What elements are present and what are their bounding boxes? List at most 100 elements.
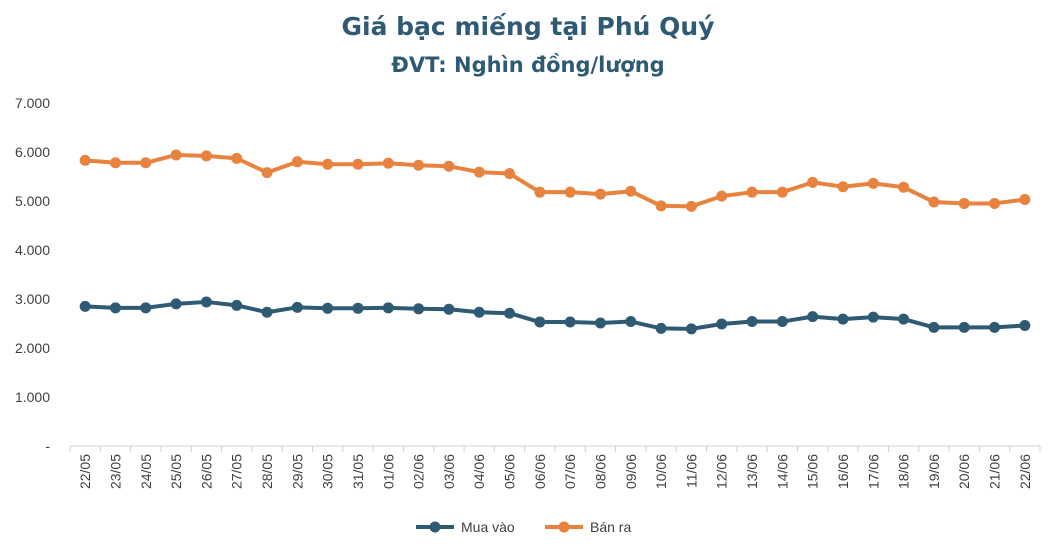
data-point <box>291 156 303 168</box>
x-tick-label: 01/06 <box>380 454 396 489</box>
legend-item: Mua vào <box>416 519 515 535</box>
x-tick-label: 22/06 <box>1017 454 1033 489</box>
data-point <box>807 311 819 323</box>
data-point <box>534 316 546 328</box>
data-point <box>928 321 940 333</box>
x-tick-label: 26/05 <box>198 454 214 489</box>
data-point <box>958 321 970 333</box>
data-point <box>1019 194 1031 206</box>
x-tick-label: 30/05 <box>320 454 336 489</box>
data-point <box>322 158 334 170</box>
y-tick-label: 2.000 <box>15 340 50 356</box>
data-point <box>746 316 758 328</box>
x-tick-label: 22/05 <box>77 454 93 489</box>
data-point <box>109 157 121 169</box>
series-line <box>85 299 1025 331</box>
data-point <box>594 317 606 329</box>
data-point <box>443 160 455 172</box>
data-point <box>1019 319 1031 331</box>
x-tick-label: 13/06 <box>744 454 760 489</box>
x-tick-label: 05/06 <box>502 454 518 489</box>
data-point <box>685 323 697 335</box>
x-tick-label: 10/06 <box>653 454 669 489</box>
chart-subtitle: ĐVT: Nghìn đồng/lượng <box>391 53 664 77</box>
data-point <box>231 299 243 311</box>
data-point <box>989 321 1001 333</box>
x-tick-label: 16/06 <box>835 454 851 489</box>
data-point <box>655 200 667 212</box>
data-point <box>716 190 728 202</box>
legend-label: Bán ra <box>590 519 631 535</box>
data-point <box>79 154 91 166</box>
data-point <box>140 302 152 314</box>
x-tick-label: 25/05 <box>168 454 184 489</box>
data-point <box>958 197 970 209</box>
data-point <box>140 157 152 169</box>
x-axis: 22/05 23/05 24/05 25/05 26/05 27/05 28/05 29/05… <box>69 445 1041 489</box>
data-point <box>655 322 667 334</box>
series-line <box>84 152 1026 209</box>
x-tick-label: 27/05 <box>229 454 245 489</box>
x-tick-label: 23/05 <box>107 454 123 489</box>
x-tick-label: 21/06 <box>987 454 1003 489</box>
data-point <box>352 302 364 314</box>
x-tick-label: 07/06 <box>562 454 578 489</box>
x-tick-label: 12/06 <box>714 454 730 489</box>
x-tick-label: 18/06 <box>896 454 912 489</box>
data-point <box>170 149 182 161</box>
y-tick-label: 3.000 <box>15 291 50 307</box>
data-point <box>989 197 1001 209</box>
x-tick-label: 14/06 <box>774 454 790 489</box>
data-point <box>716 318 728 330</box>
data-point <box>504 168 516 180</box>
data-point <box>443 303 455 315</box>
y-tick-label: - <box>45 438 50 454</box>
data-point <box>867 177 879 189</box>
x-tick-label: 08/06 <box>592 454 608 489</box>
y-tick-label: 1.000 <box>15 389 50 405</box>
y-tick-label: 6.000 <box>15 144 50 160</box>
x-tick-label: 09/06 <box>623 454 639 489</box>
x-tick-label: 04/06 <box>471 454 487 489</box>
data-point <box>504 307 516 319</box>
data-point <box>837 181 849 193</box>
data-point <box>322 302 334 314</box>
legend-swatch-marker <box>429 521 441 533</box>
data-point <box>625 185 637 197</box>
data-point <box>473 306 485 318</box>
data-point <box>231 152 243 164</box>
x-tick-label: 19/06 <box>926 454 942 489</box>
data-point <box>867 311 879 323</box>
data-point <box>534 186 546 198</box>
data-point <box>473 166 485 178</box>
data-point <box>746 186 758 198</box>
data-point <box>898 313 910 325</box>
x-tick-label: 17/06 <box>865 454 881 489</box>
y-axis-ticks: - 1.000 2.000 3.000 4.000 5.000 6.000 7.000 <box>15 95 50 454</box>
data-point <box>382 302 394 314</box>
data-point <box>776 186 788 198</box>
x-tick-label: 11/06 <box>683 454 699 488</box>
x-tick-label: 02/06 <box>411 454 427 489</box>
x-tick-label: 28/05 <box>259 454 275 489</box>
y-tick-label: 5.000 <box>15 193 50 209</box>
x-tick-label: 15/06 <box>805 454 821 489</box>
x-tick-label: 20/06 <box>956 454 972 489</box>
data-point <box>170 298 182 310</box>
y-tick-label: 4.000 <box>15 242 50 258</box>
x-tick-label: 03/06 <box>441 454 457 489</box>
data-point <box>261 167 273 179</box>
data-point <box>413 303 425 315</box>
legend-item: Bán ra <box>545 519 631 535</box>
y-tick-label: 7.000 <box>15 95 50 111</box>
data-point <box>109 302 121 314</box>
legend: Mua vào Bán ra <box>416 519 631 535</box>
series-ban-ra <box>79 149 1031 212</box>
series-layer <box>79 149 1031 335</box>
data-point <box>594 188 606 200</box>
data-point <box>685 200 697 212</box>
data-point <box>776 316 788 328</box>
data-point <box>625 316 637 328</box>
data-point <box>79 300 91 312</box>
